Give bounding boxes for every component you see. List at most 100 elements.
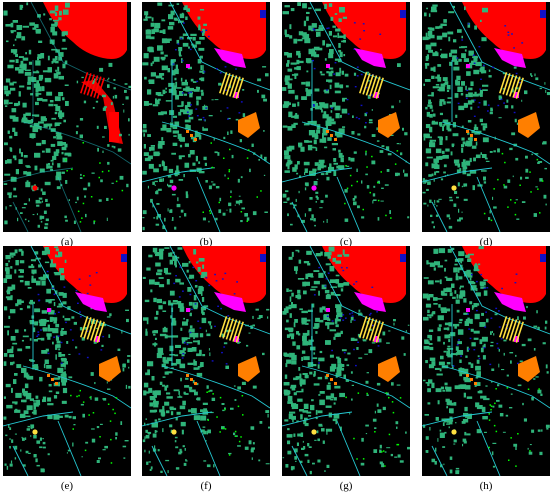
building-patch — [14, 410, 20, 413]
panel-caption: (e) — [3, 480, 131, 492]
tree-patch — [524, 418, 527, 421]
shadow-speck — [470, 338, 472, 339]
building-patch — [144, 144, 146, 149]
shadow-speck — [491, 318, 493, 319]
tree-patch — [504, 353, 505, 356]
meadow-speck — [108, 170, 110, 172]
tree-patch — [483, 177, 486, 181]
building-patch — [459, 287, 461, 289]
building-patch — [433, 67, 435, 72]
shadow-speck — [89, 284, 91, 285]
shadow-speck — [516, 274, 518, 275]
tree-patch — [435, 461, 437, 465]
building-patch — [299, 308, 303, 310]
building-patch — [302, 321, 306, 325]
meadow-speck — [247, 157, 249, 159]
tree-patch — [317, 460, 320, 463]
tree-patch — [314, 440, 316, 441]
shadow-speck — [471, 274, 473, 275]
panel-c: (c) — [282, 2, 410, 232]
building-patch — [202, 265, 204, 269]
building-patch — [460, 261, 462, 263]
tree-patch — [99, 199, 102, 202]
building-patch — [482, 8, 488, 13]
building-patch — [59, 292, 64, 296]
tree-patch — [64, 361, 68, 364]
shadow-speck — [72, 339, 74, 340]
tree-patch — [20, 212, 23, 214]
tree-patch — [237, 386, 241, 389]
shadow-speck — [184, 342, 186, 343]
building-patch — [199, 37, 205, 40]
tree-patch — [97, 426, 99, 428]
meadow-speck — [88, 414, 90, 416]
tree-patch — [383, 407, 386, 410]
building-patch — [65, 260, 67, 263]
tree-patch — [531, 154, 533, 155]
building-patch — [309, 49, 316, 54]
building-patch — [62, 152, 64, 154]
tree-patch — [307, 460, 309, 463]
shadow-speck — [332, 320, 334, 321]
meadow-speck — [502, 153, 504, 155]
building-patch — [175, 95, 179, 100]
shadow-speck — [340, 317, 342, 318]
tree-patch — [156, 224, 160, 226]
tree-patch — [181, 210, 184, 213]
building-patch — [327, 294, 330, 296]
shadow-speck — [77, 303, 79, 304]
building-patch — [35, 102, 39, 105]
building-patch — [174, 260, 177, 265]
tree-patch — [44, 211, 47, 214]
meadow-speck — [229, 169, 231, 171]
meadow-speck — [241, 211, 243, 213]
building-patch — [474, 26, 477, 30]
building-patch — [450, 292, 453, 296]
building-patch — [454, 402, 457, 406]
tree-patch — [113, 79, 115, 81]
building-patch — [287, 60, 290, 64]
tree-patch — [381, 201, 384, 202]
building-patch — [296, 173, 298, 175]
shadow-speck — [327, 316, 329, 317]
tree-patch — [529, 452, 533, 455]
meadow-speck — [395, 163, 397, 165]
building-patch — [465, 86, 467, 90]
building-patch — [430, 358, 436, 361]
building-patch — [160, 382, 163, 385]
building-patch — [434, 261, 440, 265]
building-patch — [315, 318, 320, 322]
building-patch — [163, 328, 168, 333]
building-patch — [439, 248, 445, 253]
meadow-speck — [390, 217, 392, 219]
tree-patch — [408, 325, 410, 326]
tree-patch — [396, 421, 399, 424]
building-patch — [431, 361, 435, 366]
building-patch — [153, 168, 159, 172]
meadow-speck — [393, 412, 395, 414]
shadow-speck — [487, 110, 489, 111]
tree-patch — [373, 419, 377, 422]
meadow-speck — [93, 412, 95, 414]
tree-patch — [348, 157, 350, 161]
meadow-speck — [488, 447, 490, 449]
building-patch — [153, 152, 159, 157]
meadow-speck — [530, 191, 532, 193]
tree-patch — [148, 432, 152, 434]
meadow-speck — [398, 444, 400, 446]
meadow-speck — [210, 213, 212, 215]
building-patch — [29, 62, 32, 65]
tree-patch — [507, 375, 509, 377]
tree-patch — [65, 220, 68, 222]
building-patch — [325, 340, 331, 345]
tree-patch — [488, 217, 490, 220]
tree-patch — [385, 184, 389, 186]
building-patch — [56, 248, 59, 251]
tree-patch — [39, 446, 42, 448]
building-patch — [171, 411, 173, 415]
tree-patch — [125, 440, 129, 441]
building-patch — [330, 366, 335, 371]
building-patch — [461, 93, 463, 96]
building-patch — [320, 139, 326, 143]
meadow-speck — [503, 184, 505, 186]
